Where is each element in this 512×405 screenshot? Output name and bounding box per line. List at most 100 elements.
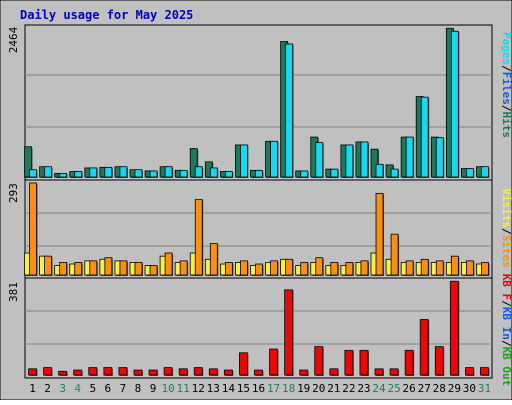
bar-sites-20 [315,257,324,276]
bar-sites-10 [164,252,173,276]
legend-entry: Files [500,72,512,105]
bar-files-7 [119,166,128,178]
x-tick-label-5: 5 [89,382,96,395]
legend-entry: Pages [500,32,512,65]
bar-files-17 [270,140,278,178]
x-tick-label-13: 13 [207,382,220,395]
bar-files-28 [435,137,444,178]
bar-kb-f-26 [404,349,414,376]
bar-files-19 [300,170,309,178]
chart-panel-top: 2464 Pages/Files/Hits [7,24,512,181]
bar-sites-16 [255,263,263,276]
x-tick-label-9: 9 [150,382,157,395]
bar-kb-f-10 [163,367,173,376]
x-tick-label-25: 25 [387,382,400,395]
x-tick-label-17: 17 [267,382,280,395]
bar-kb-f-1 [28,368,37,376]
bar-sites-21 [330,262,339,276]
bar-hits-12 [189,148,198,178]
bar-files-22 [345,144,354,178]
x-tick-label-1: 1 [29,382,36,395]
bar-kb-f-27 [419,319,429,376]
bar-kb-f-5 [88,367,98,376]
bar-kb-f-16 [254,369,263,376]
bar-files-29 [450,30,459,178]
bar-kb-f-12 [193,367,203,376]
x-tick-label-12: 12 [192,382,205,395]
bar-files-27 [420,96,429,178]
bar-files-1 [29,169,37,178]
bar-sites-1 [29,182,37,276]
bar-files-2 [44,166,52,178]
bar-kb-f-20 [314,346,324,376]
bar-files-9 [149,170,158,178]
bar-files-16 [255,169,263,178]
bar-kb-f-28 [434,346,444,376]
legend: Pages/Files/Hits [500,32,512,138]
bar-sites-15 [240,260,248,276]
bar-kb-f-21 [329,368,339,376]
bar-sites-22 [345,262,354,276]
bar-kb-f-22 [344,349,354,376]
legend-entry: KB In [500,307,512,340]
bar-sites-8 [134,262,143,276]
bar-kb-f-4 [73,369,83,376]
legend: KB F/KB In/KB Out [500,274,512,387]
x-tick-label-31: 31 [478,382,491,395]
chart-panel-bottom: 381 KB F/KB In/KB Out [7,274,512,387]
bar-kb-f-17 [269,348,278,376]
legend-entry: Sites [500,235,512,268]
x-tick-label-14: 14 [222,382,236,395]
x-tick-label-24: 24 [372,382,386,395]
legend: Visits/Sites [500,188,512,268]
x-tick-label-29: 29 [448,382,461,395]
x-tick-label-15: 15 [237,382,250,395]
bar-sites-24 [375,192,384,276]
bar-kb-f-6 [103,367,113,376]
x-tick-label-19: 19 [297,382,310,395]
bar-files-6 [104,166,113,178]
legend-entry: / [500,105,512,112]
bar-kb-f-9 [148,369,158,376]
bar-sites-28 [435,260,444,276]
chart-panel-middle: 293 Visits/Sites [7,179,512,279]
x-tick-label-10: 10 [161,382,174,395]
bar-sites-4 [74,262,83,276]
bar-kb-f-8 [133,369,143,376]
x-axis-labels: 1 2 3 4 5 6 7 8 9 10 11 12 13 14 15 16 17 18 19 20 21 22 23 24 2… [29,382,491,395]
bar-files-21 [330,168,339,178]
x-tick-label-18: 18 [282,382,295,395]
plot-area [24,277,493,379]
bar-files-20 [315,142,324,178]
y-axis-max-label: 293 [7,183,20,203]
bar-files-14 [224,171,233,178]
bar-files-5 [89,167,98,178]
x-tick-label-3: 3 [59,382,66,395]
x-tick-label-2: 2 [44,382,51,395]
x-tick-label-28: 28 [433,382,446,395]
x-tick-label-26: 26 [403,382,416,395]
bar-sites-3 [59,262,68,276]
bar-kb-f-11 [178,368,188,376]
bar-sites-25 [390,233,399,276]
x-tick-label-30: 30 [463,382,476,395]
legend-entry: Hits [500,112,512,139]
x-tick-label-22: 22 [342,382,355,395]
bar-sites-23 [360,260,369,276]
x-tick-label-20: 20 [312,382,325,395]
legend-entry: KB Out [500,347,512,387]
bar-sites-19 [300,262,309,276]
y-axis-max-label: 2464 [7,26,20,53]
bar-files-23 [360,141,369,178]
bar-sites-31 [481,262,489,276]
bar-files-3 [59,172,68,178]
bar-kb-f-13 [208,368,218,376]
bar-sites-17 [270,260,278,276]
x-tick-label-16: 16 [252,382,265,395]
bar-kb-f-24 [374,368,384,376]
bar-files-11 [179,169,188,178]
bar-files-15 [240,144,248,178]
bar-files-8 [134,169,143,178]
